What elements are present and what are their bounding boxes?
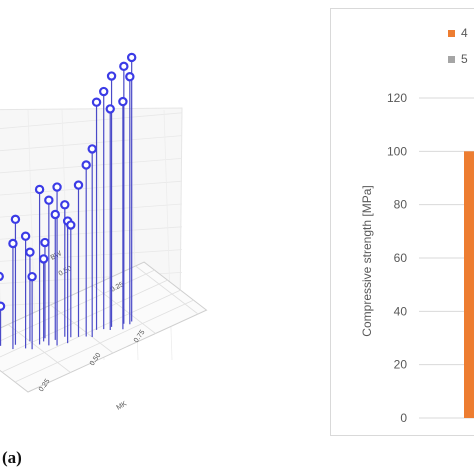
wall-gridline: [0, 158, 183, 174]
y-tick-label: 80: [394, 198, 408, 212]
floor-gridline: [1, 289, 181, 373]
data-point: [106, 71, 117, 81]
bar-chart-frame: 0 20 40 60 80 100 120 Compressive strength [MPa…: [330, 8, 474, 436]
y-tick-label: 0: [400, 411, 407, 425]
bar-chart-svg: 0 20 40 60 80 100 120 Compressive strength [MPa…: [360, 26, 474, 425]
y-axis-label: Compressive strength [MPa]: [360, 185, 374, 336]
data-point: [10, 214, 21, 225]
data-point: [105, 104, 115, 114]
data-point: [87, 144, 97, 154]
data-point: [38, 254, 49, 264]
data-point: [91, 97, 102, 107]
data-point: [50, 209, 60, 220]
mk-axis-label: MK: [116, 400, 129, 411]
wall-gridline: [0, 203, 183, 218]
y-tick-label: 40: [394, 304, 408, 318]
wall-gridline: [0, 180, 183, 196]
legend-swatch: [448, 56, 455, 63]
y-tick-label: 20: [394, 358, 408, 372]
data-point: [118, 96, 128, 107]
legend-swatch: [448, 30, 455, 37]
legend-label: 4: [461, 26, 468, 40]
bw-axis-label: BW: [50, 250, 64, 262]
data-point: [125, 71, 135, 82]
wall-gridline: [0, 112, 183, 129]
data-point: [20, 231, 31, 241]
y-tick-label: 120: [387, 91, 407, 105]
wall-gridline: [0, 135, 183, 152]
panel-label: (a): [2, 448, 22, 467]
data-point: [27, 271, 37, 282]
data-point: [60, 200, 70, 210]
data-point: [119, 61, 129, 72]
data-point: [126, 52, 137, 63]
data-point: [44, 195, 54, 205]
data-point: [0, 271, 4, 282]
data-point: [8, 238, 18, 249]
y-tick-label: 100: [387, 144, 407, 158]
floor-gridline: [14, 299, 194, 383]
data-point: [99, 86, 109, 97]
data-point: [73, 180, 84, 190]
data-point: [25, 247, 35, 257]
legend-label: 5: [461, 52, 468, 66]
data-point: [34, 184, 45, 195]
data-point: [81, 160, 91, 170]
bar-series-4: [464, 151, 474, 419]
data-point: [0, 301, 6, 311]
data-point: [40, 237, 50, 248]
data-point: [52, 182, 62, 192]
data-point: [66, 220, 76, 230]
y-tick-label: 60: [394, 251, 408, 265]
